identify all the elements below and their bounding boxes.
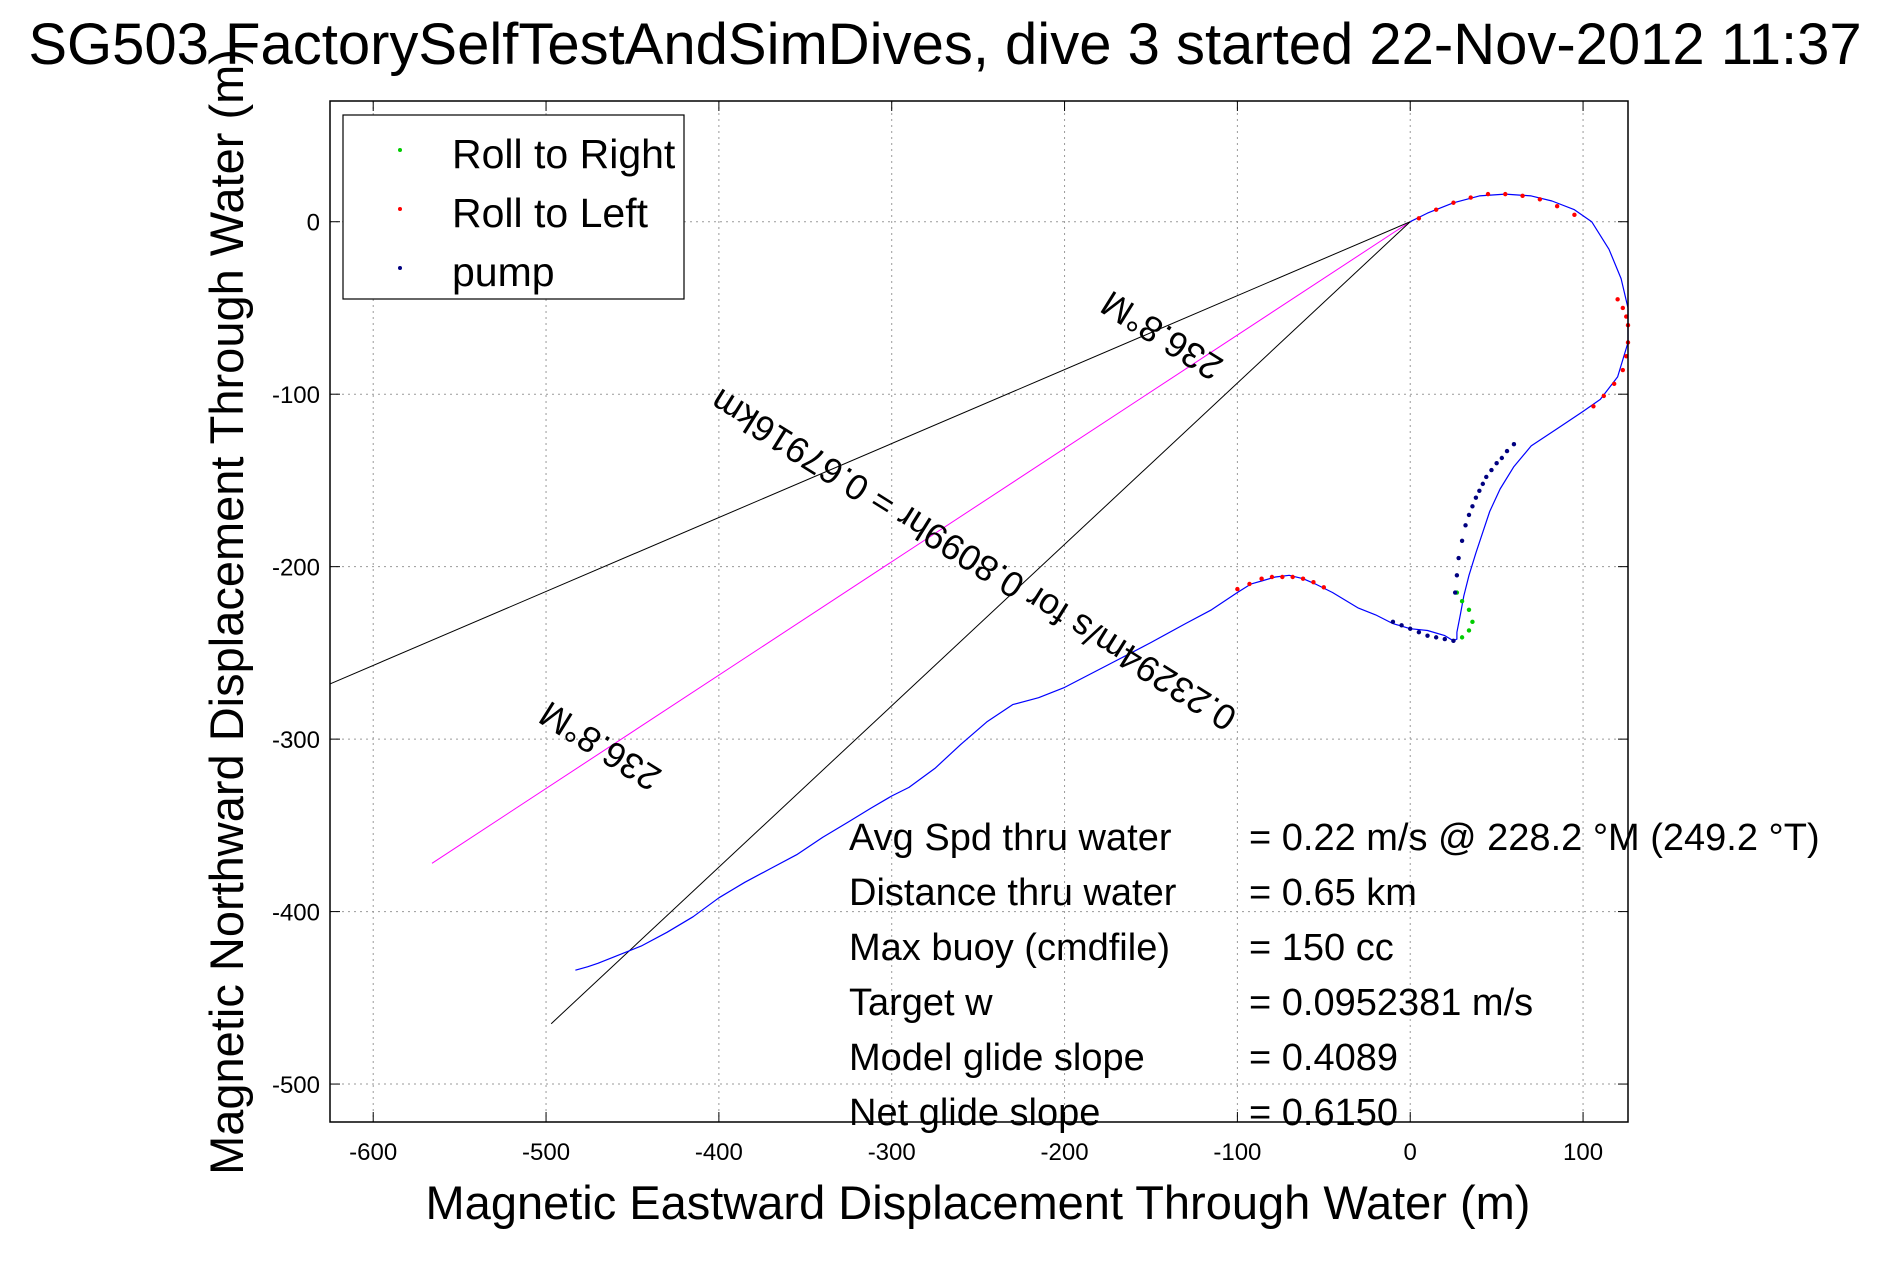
pump-marker xyxy=(1466,512,1472,518)
roll-to-left-marker xyxy=(1615,297,1620,302)
y-tick-label: -400 xyxy=(272,900,320,927)
roll-to-left-marker xyxy=(1290,574,1295,580)
roll-to-left-marker xyxy=(1601,393,1607,399)
stat-value-distance: = 0.65 km xyxy=(1249,872,1417,914)
pump-marker xyxy=(1480,481,1486,487)
y-tick-label: -500 xyxy=(272,1072,320,1099)
roll-to-left-marker xyxy=(1311,579,1316,585)
legend: Roll to Right Roll to Left pump xyxy=(342,114,685,300)
pump-marker xyxy=(1499,455,1505,461)
pump-marker xyxy=(1494,460,1499,466)
roll-to-right-marker xyxy=(1466,607,1472,612)
roll-to-left-marker xyxy=(1269,574,1275,580)
pump-marker xyxy=(1416,629,1422,635)
legend-marker-pump xyxy=(398,266,402,270)
pump-marker xyxy=(1463,523,1468,528)
y-axis-title: Magnetic Northward Displacement Through … xyxy=(200,49,253,1175)
stat-label-distance: Distance thru water xyxy=(849,872,1177,914)
pump-marker xyxy=(1399,623,1404,628)
stat-label-max-buoy: Max buoy (cmdfile) xyxy=(849,927,1170,969)
legend-label-roll-right: Roll to Right xyxy=(452,131,676,177)
roll-to-left-marker xyxy=(1433,207,1439,212)
reference-lines xyxy=(329,221,1411,1025)
roll-to-right-marker xyxy=(1459,598,1465,604)
heading-bound-line xyxy=(329,221,1411,685)
roll-to-left-marker xyxy=(1485,191,1491,197)
legend-marker-roll-right xyxy=(398,148,402,152)
roll-to-left-marker xyxy=(1537,197,1543,202)
stat-label-model-glide: Model glide slope xyxy=(849,1037,1145,1079)
pump-marker xyxy=(1433,635,1439,640)
pump-marker xyxy=(1456,555,1461,561)
stat-value-avg-speed: = 0.22 m/s @ 228.2 °M (249.2 °T) xyxy=(1249,817,1820,859)
x-tick-label: -400 xyxy=(695,1139,743,1166)
plot-frame xyxy=(329,100,1629,1123)
pump-marker xyxy=(1473,495,1479,500)
roll-to-left-marker xyxy=(1259,576,1264,581)
x-axis-title: Magnetic Eastward Displacement Through W… xyxy=(426,1176,1531,1229)
stat-label-avg-speed: Avg Spd thru water xyxy=(849,817,1172,859)
roll-to-left-marker xyxy=(1503,191,1508,197)
pump-marker xyxy=(1442,636,1447,642)
roll-to-left-marker xyxy=(1620,305,1626,311)
x-tick-label: -300 xyxy=(868,1139,916,1166)
roll-to-left-marker xyxy=(1620,367,1626,373)
pump-marker xyxy=(1511,442,1517,447)
pump-marker xyxy=(1504,448,1510,454)
roll-to-left-marker xyxy=(1554,204,1560,209)
heading-bound-line xyxy=(550,221,1411,1025)
pump-marker xyxy=(1451,638,1456,644)
chart-title: SG503 FactorySelfTestAndSimDives, dive 3… xyxy=(28,12,1861,77)
x-tick-label: -200 xyxy=(1041,1139,1089,1166)
dive-stats: Avg Spd thru water = 0.22 m/s @ 228.2 °M… xyxy=(849,817,1820,1134)
pump-marker xyxy=(1459,538,1465,543)
roll-to-left-marker xyxy=(1572,212,1577,218)
roll-to-left-marker xyxy=(1591,404,1596,409)
y-tick-label: -300 xyxy=(272,727,320,754)
roll-to-left-marker xyxy=(1235,586,1240,592)
roll-to-left-marker xyxy=(1468,195,1473,200)
legend-label-pump: pump xyxy=(452,249,555,295)
pump-marker xyxy=(1452,590,1458,595)
avg-speed-heading-line xyxy=(431,221,1411,864)
roll-to-right-marker xyxy=(1459,635,1465,640)
y-tick-label: 0 xyxy=(307,210,320,237)
stat-value-net-glide: = 0.6150 xyxy=(1249,1092,1398,1134)
roll-to-left-marker xyxy=(1416,216,1422,221)
stat-label-net-glide: Net glide slope xyxy=(849,1092,1100,1134)
x-tick-label: -100 xyxy=(1213,1139,1261,1166)
roll-to-left-marker xyxy=(1280,574,1285,580)
stat-value-target-w: = 0.0952381 m/s xyxy=(1249,982,1533,1024)
pump-marker xyxy=(1425,633,1430,638)
pump-marker xyxy=(1484,474,1489,480)
stat-value-model-glide: = 0.4089 xyxy=(1249,1037,1398,1079)
pump-marker xyxy=(1470,504,1475,509)
legend-marker-roll-left xyxy=(398,207,402,211)
roll-to-right-marker xyxy=(1470,619,1475,625)
roll-to-left-marker xyxy=(1247,581,1252,587)
x-tick-label: 0 xyxy=(1404,1139,1417,1166)
roll-to-right-marker xyxy=(1466,628,1472,633)
roll-to-left-marker xyxy=(1520,193,1525,199)
pump-marker xyxy=(1390,619,1396,625)
x-tick-label: -500 xyxy=(522,1139,570,1166)
pump-marker xyxy=(1454,573,1460,578)
axis-ticks: -600 -500 -400 -300 -200 -100 0 100 0 -100 -200 -30… xyxy=(272,101,1628,1166)
y-tick-label: -100 xyxy=(272,382,320,409)
stat-label-target-w: Target w xyxy=(849,982,993,1024)
roll-to-left-marker xyxy=(1611,381,1617,387)
pump-marker xyxy=(1489,467,1494,473)
grid xyxy=(330,101,1628,1122)
y-tick-label: -200 xyxy=(272,555,320,582)
roll-to-left-marker xyxy=(1300,576,1306,581)
pump-marker xyxy=(1408,626,1413,631)
stat-value-max-buoy: = 150 cc xyxy=(1249,927,1394,969)
roll-to-left-marker xyxy=(1451,200,1456,205)
x-tick-label: -600 xyxy=(349,1139,397,1166)
roll-to-left-marker xyxy=(1321,585,1327,590)
legend-label-roll-left: Roll to Left xyxy=(452,190,649,236)
x-tick-label: 100 xyxy=(1563,1139,1603,1166)
pump-marker xyxy=(1477,488,1482,493)
